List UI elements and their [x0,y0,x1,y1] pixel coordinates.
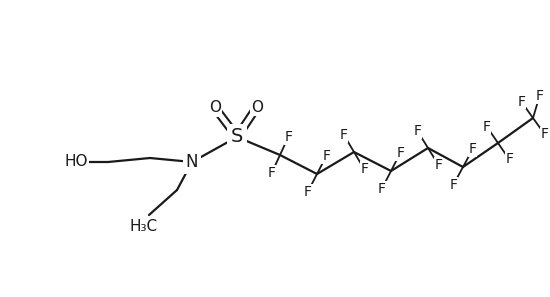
Text: F: F [469,143,476,157]
Text: F: F [268,166,276,180]
Text: F: F [340,128,348,142]
Text: H₃C: H₃C [130,219,158,234]
Text: F: F [541,127,548,141]
Text: HO: HO [64,154,88,170]
Text: F: F [518,95,525,109]
Text: F: F [414,124,421,138]
Text: F: F [304,185,312,199]
Text: F: F [505,152,513,167]
Text: O: O [209,100,221,116]
Text: F: F [378,182,386,196]
Text: F: F [483,119,491,134]
Text: F: F [434,158,443,172]
Text: S: S [231,127,243,146]
Text: F: F [322,149,330,163]
Text: F: F [536,89,543,103]
Text: F: F [449,178,458,192]
Text: F: F [284,130,293,144]
Text: F: F [360,162,368,176]
Text: N: N [186,153,198,171]
Text: O: O [251,99,263,115]
Text: F: F [396,146,404,160]
